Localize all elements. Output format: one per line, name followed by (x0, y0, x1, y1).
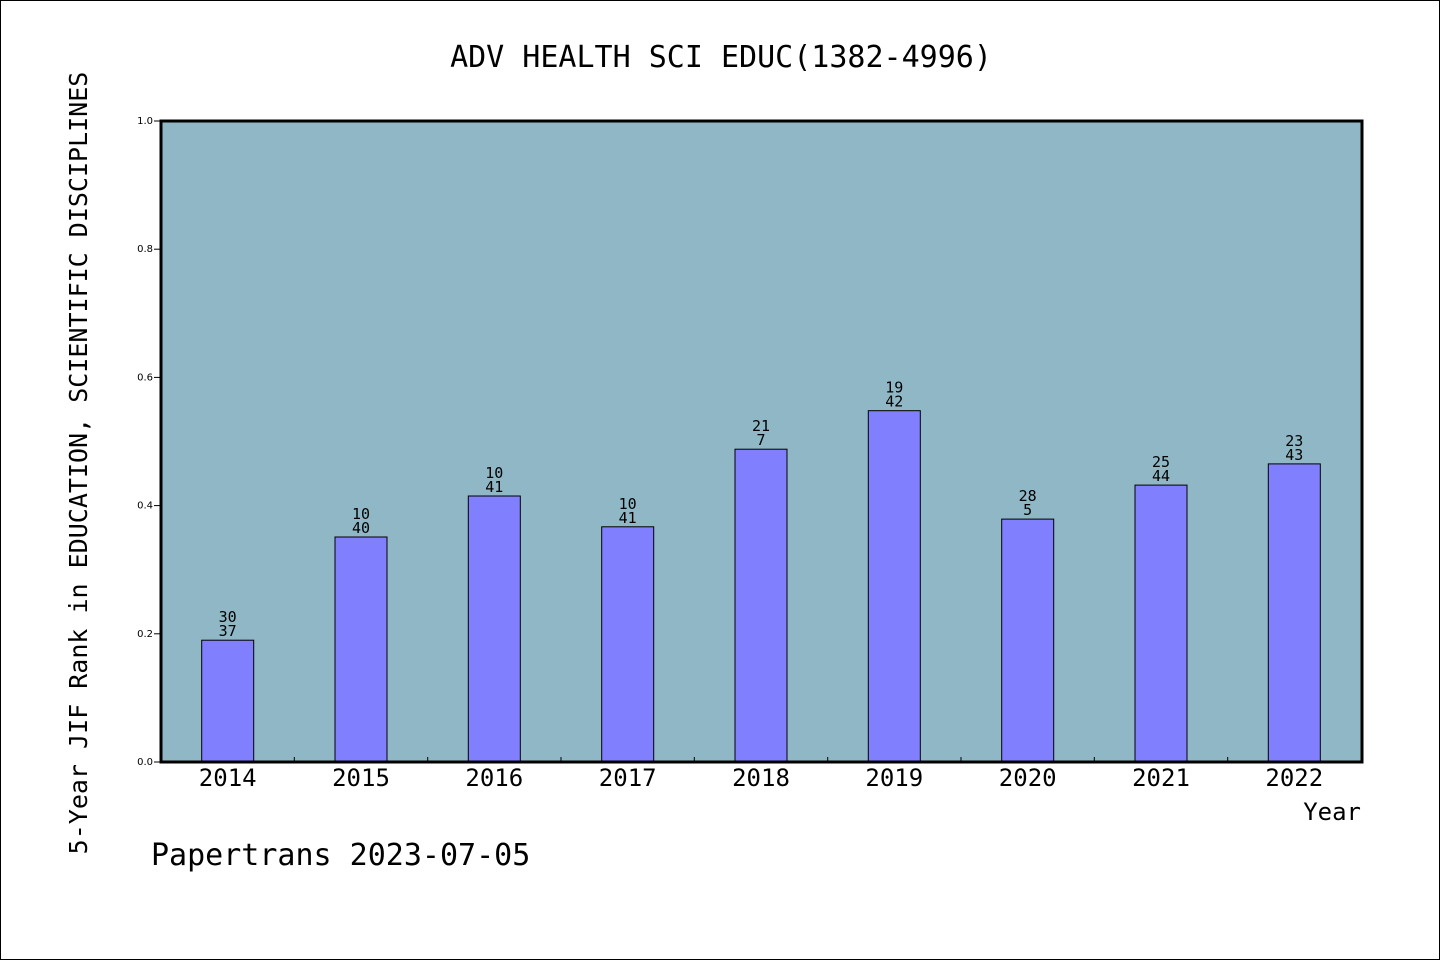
x-tick-label-2021: 2021 (1132, 764, 1190, 792)
y-tick-label-0.8: 0.8 (137, 244, 153, 255)
bar-2016 (467, 495, 521, 763)
bar-label-2015-2: 40 (352, 519, 370, 537)
y-axis-label: 5-Year JIF Rank in EDUCATION, SCIENTIFIC… (64, 72, 93, 855)
chart-title: ADV HEALTH SCI EDUC(1382-4996) (450, 40, 992, 75)
bar-label-2019-2: 42 (885, 393, 903, 411)
bar-2022 (1267, 463, 1321, 763)
bar-label-2015-1: 10 (352, 505, 370, 523)
bar-label-2021-2: 44 (1152, 467, 1170, 485)
x-tick-label-2016: 2016 (465, 764, 523, 792)
x-tick-label-2014: 2014 (199, 764, 257, 792)
bar-2018 (734, 448, 788, 763)
x-tick-label-2017: 2017 (599, 764, 657, 792)
bars-group (201, 410, 1321, 763)
bar-label-2021-1: 25 (1152, 453, 1170, 471)
x-axis-ticks: 2014 2015 2016 2017 2018 2019 2020 2021 2022 (199, 757, 1323, 792)
y-tick-label-0.6: 0.6 (137, 372, 153, 383)
y-tick-label-1.0: 1.0 (137, 116, 153, 127)
bar-label-2020-2: 5 (1023, 501, 1032, 519)
plot-border (159, 119, 1364, 764)
bar-label-2014-2: 37 (219, 622, 237, 640)
footer-credit: Papertrans 2023-07-05 (151, 838, 530, 873)
y-tick-label-0.0: 0.0 (137, 757, 153, 768)
bar-label-2022-2: 43 (1285, 446, 1303, 464)
bar-2015 (334, 536, 388, 763)
bar-2017 (601, 526, 655, 763)
bar-label-2017-2: 41 (619, 509, 637, 527)
bar-label-2018-1: 21 (752, 417, 770, 435)
x-tick-label-2022: 2022 (1265, 764, 1323, 792)
bar-label-2014-1: 30 (219, 608, 237, 626)
x-axis-label: Year (1303, 798, 1361, 826)
bar-label-2020-1: 28 (1019, 487, 1037, 505)
bar-2014 (201, 639, 255, 763)
x-tick-label-2015: 2015 (332, 764, 390, 792)
y-tick-label-0.4: 0.4 (137, 501, 153, 512)
y-axis-ticks: 0.0 0.2 0.4 0.6 0.8 1.0 (137, 116, 161, 768)
bar-label-2019-1: 19 (885, 379, 903, 397)
y-tick-label-0.2: 0.2 (137, 629, 153, 640)
bar-2020 (1001, 518, 1055, 763)
bar-label-2017-1: 10 (619, 495, 637, 513)
x-tick-label-2019: 2019 (865, 764, 923, 792)
bar-label-2016-1: 10 (485, 464, 503, 482)
x-tick-label-2020: 2020 (999, 764, 1057, 792)
bar-label-2016-2: 41 (485, 478, 503, 496)
x-tick-label-2018: 2018 (732, 764, 790, 792)
bar-label-2018-2: 7 (756, 431, 765, 449)
bar-label-2022-1: 23 (1285, 432, 1303, 450)
bar-2019 (867, 410, 921, 763)
bar-2021 (1134, 484, 1188, 763)
